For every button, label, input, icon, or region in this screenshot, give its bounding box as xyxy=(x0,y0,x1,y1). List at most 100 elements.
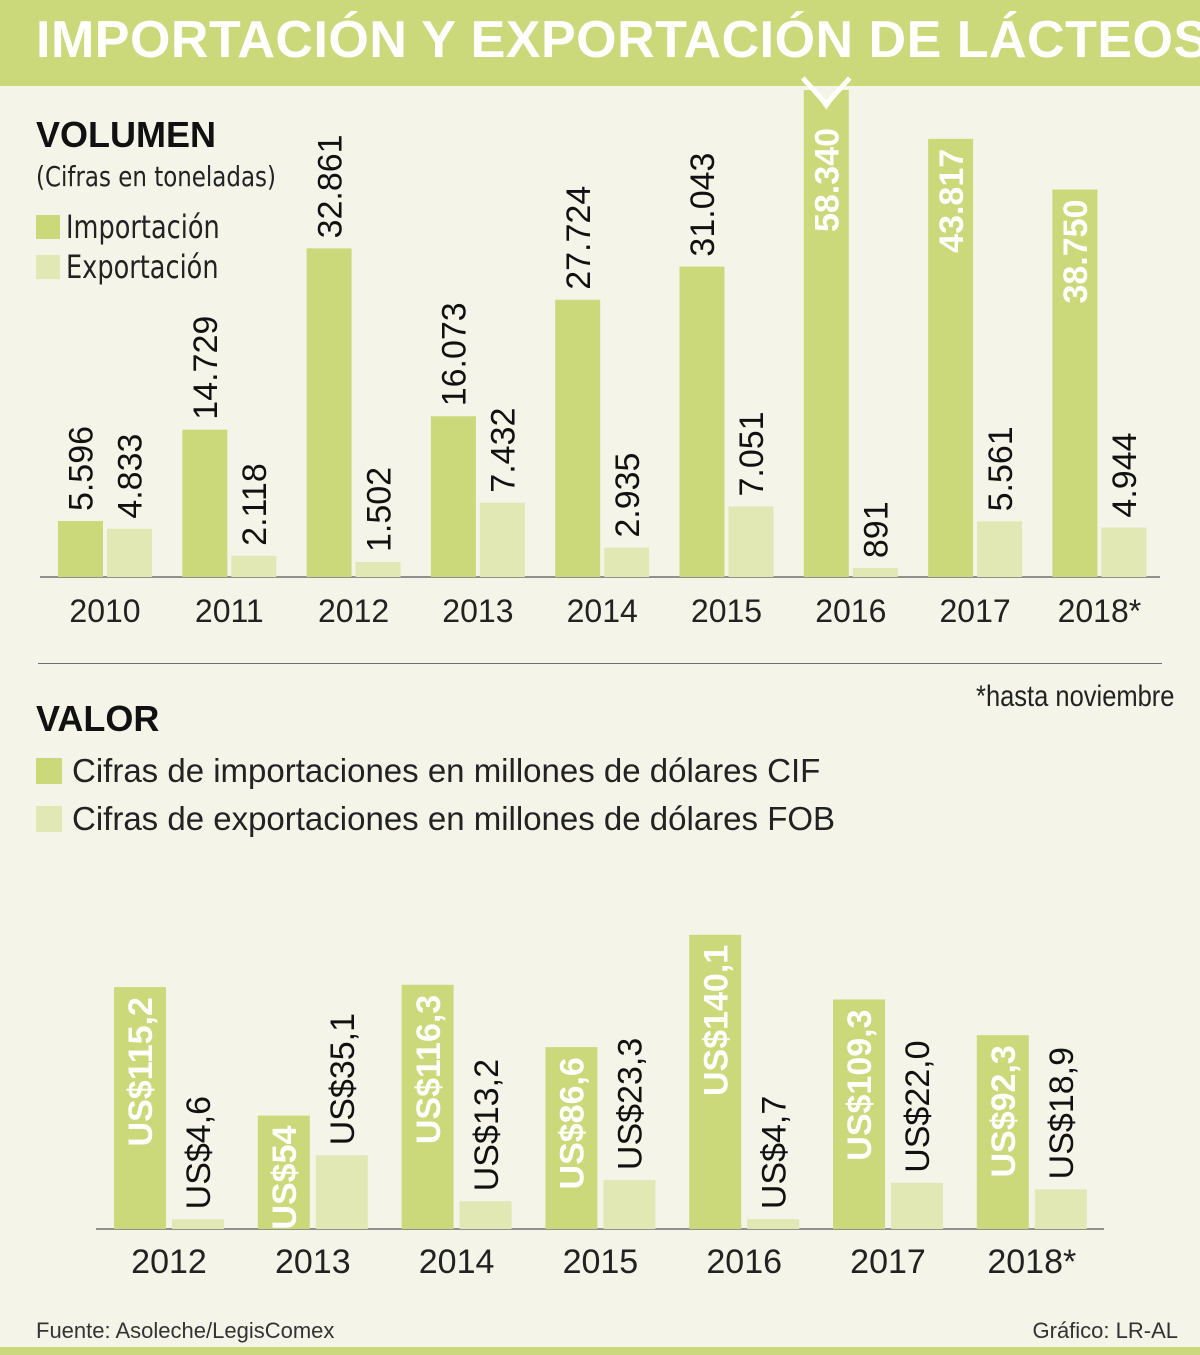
value-bar-export-label: US$4,6 xyxy=(180,1096,218,1209)
value-category-label: 2013 xyxy=(275,1243,351,1281)
volume-bar-export xyxy=(355,561,401,577)
volume-category-label: 2016 xyxy=(815,593,886,629)
volume-legend-import-swatch xyxy=(36,215,60,239)
value-bar-export xyxy=(891,1182,943,1229)
section-divider xyxy=(38,663,1162,664)
volume-bar-import xyxy=(58,521,103,577)
volume-legend-export: Exportación xyxy=(36,248,257,286)
volume-bar-export-label: 7.051 xyxy=(733,411,771,496)
value-bar-import-label: US$86,6 xyxy=(554,1057,592,1189)
volume-category-label: 2017 xyxy=(940,593,1011,629)
volume-bar-export-label: 4.944 xyxy=(1106,432,1144,517)
value-bar-export xyxy=(459,1201,512,1229)
value-bar-import xyxy=(545,1047,598,1229)
volume-bar-export xyxy=(479,502,525,577)
volume-category-label: 2012 xyxy=(318,593,389,629)
value-category-label: 2015 xyxy=(563,1243,639,1281)
value-bar-export xyxy=(1034,1189,1087,1229)
value-bar-import-label: US$140,1 xyxy=(697,945,735,1096)
volume-bar-export-label: 2.935 xyxy=(609,453,647,538)
volume-bar-export xyxy=(604,547,650,577)
value-legend-import-swatch xyxy=(36,758,62,784)
volume-bar-export-label: 5.561 xyxy=(982,426,1020,511)
volume-bar-export-label: 4.833 xyxy=(112,434,150,519)
volume-category-label: 2010 xyxy=(69,593,140,629)
value-legend-import: Cifras de importaciones en millones de d… xyxy=(36,752,820,790)
volume-bar-export xyxy=(977,521,1023,577)
value-bar-export xyxy=(747,1219,800,1229)
volume-bar-import xyxy=(803,118,849,577)
value-bar-import-label: US$54 xyxy=(266,1126,304,1230)
volume-category-label: 2014 xyxy=(567,593,638,629)
value-bar-export xyxy=(172,1219,224,1229)
value-bar-import xyxy=(833,999,885,1229)
volume-section-title: VOLUMEN xyxy=(36,114,216,155)
volume-bar-import-label: 32.861 xyxy=(311,134,349,238)
value-bar-export xyxy=(603,1180,656,1229)
volume-bar-import xyxy=(182,429,228,577)
volume-bar-import xyxy=(306,248,352,577)
value-bar-import xyxy=(257,1115,310,1229)
volume-chart: 5.596 4.833 2010 14.729 2.118 2011 32.861 1.502… xyxy=(40,76,1160,629)
volume-legend-import-label: Importación xyxy=(66,208,220,246)
volume-bar-export-label: 7.432 xyxy=(485,408,523,493)
volume-bar-export xyxy=(107,528,152,577)
page-title: IMPORTACIÓN Y EXPORTACIÓN DE LÁCTEOS xyxy=(36,11,1200,69)
volume-bar-import-label: 31.043 xyxy=(684,153,722,257)
bottom-bar xyxy=(0,1347,1200,1355)
value-bar-import-label: US$115,2 xyxy=(122,997,160,1146)
volume-legend-export-label: Exportación xyxy=(66,248,219,286)
title-banner xyxy=(0,0,1200,86)
volume-bar-import xyxy=(430,416,476,577)
volume-bar-break-line xyxy=(800,76,852,108)
volume-bar-export xyxy=(728,506,774,577)
volume-bar-import xyxy=(555,299,601,577)
value-legend-import-label: Cifras de importaciones en millones de d… xyxy=(72,752,821,789)
volume-bar-import-label: 58.340 xyxy=(809,128,847,232)
volume-bar-export-label: 891 xyxy=(858,501,896,558)
value-legend-export: Cifras de exportaciones en millones de d… xyxy=(36,800,835,838)
volume-subtitle: (Cifras en toneladas) xyxy=(36,160,276,193)
value-category-label: 2017 xyxy=(850,1243,926,1281)
volume-bar-export xyxy=(231,555,277,577)
footnote: *hasta noviembre xyxy=(975,680,1174,713)
volume-legend-import: Importación xyxy=(36,208,258,246)
value-bar-import xyxy=(689,934,742,1229)
volume-bar-import xyxy=(1052,189,1098,577)
volume-bar-import-label: 38.750 xyxy=(1057,200,1095,304)
value-section-title: VALOR xyxy=(36,698,160,739)
volume-bar-import xyxy=(679,266,725,577)
value-bar-export-label: US$23,3 xyxy=(612,1038,650,1170)
value-bar-export-label: US$4,7 xyxy=(755,1096,793,1209)
value-bar-export-label: US$35,1 xyxy=(324,1013,362,1145)
value-legend-export-swatch xyxy=(36,806,62,832)
value-category-label: 2014 xyxy=(419,1243,495,1281)
value-bar-import xyxy=(114,987,166,1229)
volume-category-label: 2013 xyxy=(442,593,513,629)
volume-bar-import-label: 16.073 xyxy=(436,302,474,406)
value-bar-export-label: US$22,0 xyxy=(899,1040,937,1172)
volume-bar-export-label: 2.118 xyxy=(236,463,274,546)
volume-bar-import xyxy=(928,138,974,577)
volume-bar-break-marker xyxy=(803,90,849,118)
value-bar-import xyxy=(401,984,454,1229)
volume-bar-export xyxy=(852,568,898,577)
source-credit: Fuente: Asoleche/LegisComex xyxy=(36,1318,335,1343)
value-bar-import-label: US$116,3 xyxy=(410,995,448,1144)
value-legend-export-label: Cifras de exportaciones en millones de d… xyxy=(72,800,836,837)
volume-bar-import-label: 27.724 xyxy=(560,186,598,290)
value-category-label: 2012 xyxy=(131,1243,207,1281)
volume-bar-import-label: 14.729 xyxy=(187,316,225,420)
value-bar-export-label: US$13,2 xyxy=(468,1059,506,1191)
volume-bar-import-label: 5.596 xyxy=(63,426,101,511)
value-bar-import xyxy=(976,1035,1029,1229)
value-bar-import-label: US$92,3 xyxy=(985,1045,1023,1177)
volume-category-label: 2015 xyxy=(691,593,762,629)
value-category-label: 2018* xyxy=(987,1243,1076,1281)
value-bar-import-label: US$109,3 xyxy=(841,1009,879,1160)
value-category-label: 2016 xyxy=(706,1243,782,1281)
graphic-credit: Gráfico: LR-AL xyxy=(1032,1318,1179,1343)
value-bar-export-label: US$18,9 xyxy=(1043,1047,1081,1179)
volume-bar-export-label: 1.502 xyxy=(360,467,398,552)
